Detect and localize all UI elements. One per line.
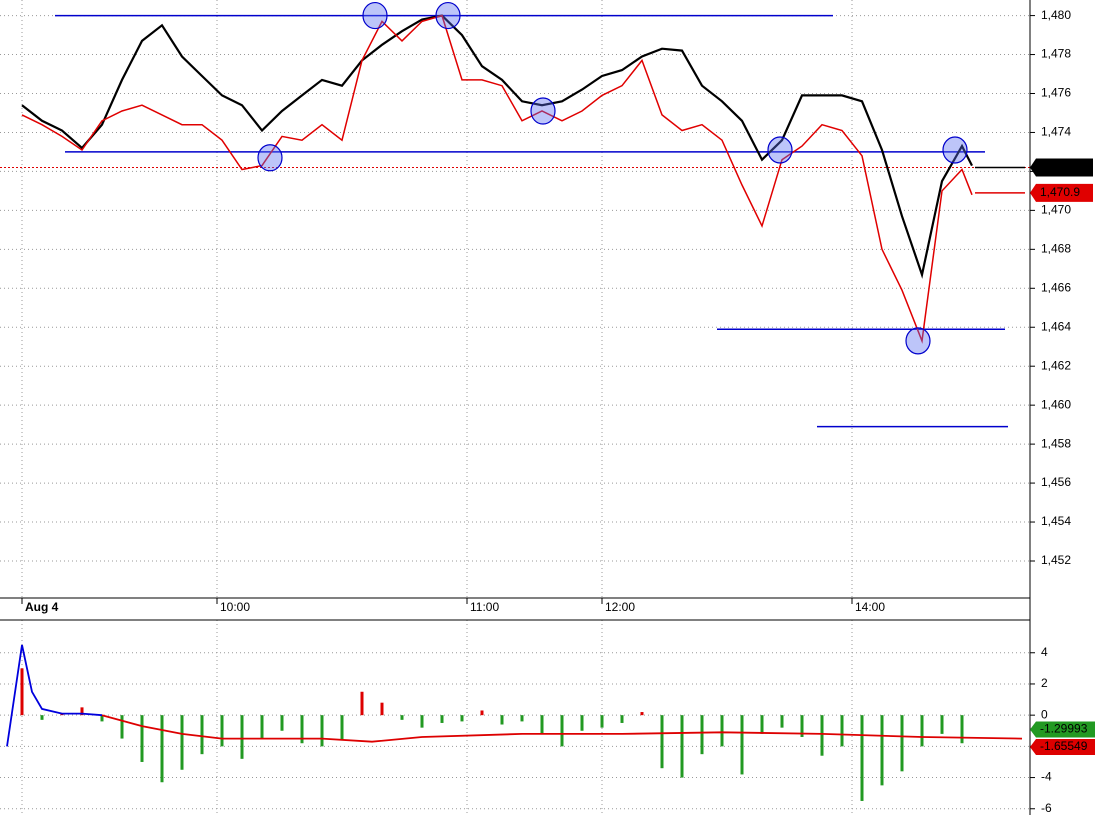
histogram-bar: [920, 715, 924, 747]
last-label-box: [1030, 158, 1093, 177]
last-label-box: [1030, 721, 1095, 738]
y-tick-label: 1,468: [1041, 242, 1071, 256]
histogram-bar: [380, 702, 384, 716]
histogram-bar: [180, 715, 184, 770]
histogram-bar: [480, 710, 484, 716]
histogram-bar: [340, 715, 344, 741]
last-label: 1,470.9: [1040, 185, 1080, 199]
histogram-bar: [820, 715, 824, 756]
y-tick-label: -6: [1041, 801, 1052, 815]
y-tick-label: 1,480: [1041, 8, 1071, 22]
y-tick-label: 1,460: [1041, 397, 1071, 411]
y-tick-label: 1,478: [1041, 47, 1071, 61]
histogram-bar: [80, 707, 84, 716]
y-tick-label: 1,464: [1041, 319, 1071, 333]
histogram-bar: [940, 715, 944, 734]
histogram-bar: [540, 715, 544, 734]
histogram-bar: [300, 715, 304, 744]
histogram-bar: [40, 715, 44, 720]
y-tick-label: 1,452: [1041, 553, 1071, 567]
y-tick-label: 1,454: [1041, 514, 1071, 528]
price-line: [21, 14, 973, 279]
histogram-bar: [220, 715, 224, 747]
marker-circle: [767, 136, 793, 164]
y-tick-label: 1,462: [1041, 358, 1071, 372]
histogram-bar: [860, 715, 864, 801]
marker-circle: [257, 144, 283, 172]
price-line: [21, 14, 973, 344]
signal-line: [101, 714, 1023, 743]
signal-line: [6, 644, 103, 747]
histogram-bar: [200, 715, 204, 755]
histogram-bar: [720, 715, 724, 747]
histogram-bar: [740, 715, 744, 775]
histogram-bar: [360, 691, 364, 716]
histogram-bar: [700, 715, 704, 755]
histogram-bar: [600, 715, 604, 728]
histogram-bar: [660, 715, 664, 769]
histogram-bar: [840, 715, 844, 747]
x-tick-label: Aug 4: [25, 600, 59, 614]
histogram-bar: [500, 715, 504, 725]
x-tick-label: 10:00: [220, 600, 250, 614]
marker-circle: [435, 1, 461, 30]
last-label: -1.29993: [1040, 722, 1088, 736]
x-tick-label: 14:00: [855, 600, 885, 614]
last-label: -1.65549: [1040, 739, 1088, 753]
histogram-bar: [880, 715, 884, 786]
histogram-bar: [320, 715, 324, 747]
histogram-bar: [900, 715, 904, 772]
y-tick-label: -4: [1041, 770, 1052, 784]
y-tick-label: 1,470: [1041, 203, 1071, 217]
marker-circle: [942, 136, 968, 164]
histogram-bar: [680, 715, 684, 778]
last-label-box: [1030, 738, 1095, 755]
y-tick-label: 2: [1041, 676, 1048, 690]
marker-circle: [362, 1, 388, 30]
histogram-bar: [400, 715, 404, 720]
histogram-bar: [140, 715, 144, 762]
y-tick-label: 0: [1041, 707, 1048, 721]
grid-layer: [0, 0, 1030, 815]
histogram-bar: [800, 715, 804, 737]
last-label: 1,472.2: [1040, 160, 1080, 174]
y-tick-label: 4: [1041, 645, 1048, 659]
histogram-bar: [760, 715, 764, 734]
histogram-bar: [580, 715, 584, 731]
y-tick-label: 1,474: [1041, 125, 1071, 139]
histogram-bar: [280, 715, 284, 731]
histogram-bar: [960, 715, 964, 744]
histogram-bar: [100, 715, 104, 722]
histogram-bar: [260, 715, 264, 739]
marker-circle: [905, 327, 931, 355]
last-label-box: [1030, 183, 1093, 202]
histogram-bar: [780, 715, 784, 728]
histogram-bar: [440, 715, 444, 723]
histogram-bar: [160, 715, 164, 783]
y-tick-label: 1,476: [1041, 86, 1071, 100]
histogram-bar: [20, 668, 24, 716]
histogram-bar: [520, 715, 524, 722]
y-tick-label: 1,458: [1041, 436, 1071, 450]
histogram-bar: [420, 715, 424, 728]
y-tick-label: 1,456: [1041, 475, 1071, 489]
histogram-bar: [560, 715, 564, 747]
histogram-bar: [120, 715, 124, 739]
x-tick-label: 12:00: [605, 600, 635, 614]
x-tick-label: 11:00: [470, 600, 499, 614]
histogram-bar: [460, 715, 464, 722]
histogram-bar: [620, 715, 624, 723]
y-tick-label: 1,466: [1041, 280, 1071, 294]
marker-circle: [530, 97, 556, 125]
histogram-bar: [640, 712, 644, 716]
histogram-bar: [240, 715, 244, 759]
